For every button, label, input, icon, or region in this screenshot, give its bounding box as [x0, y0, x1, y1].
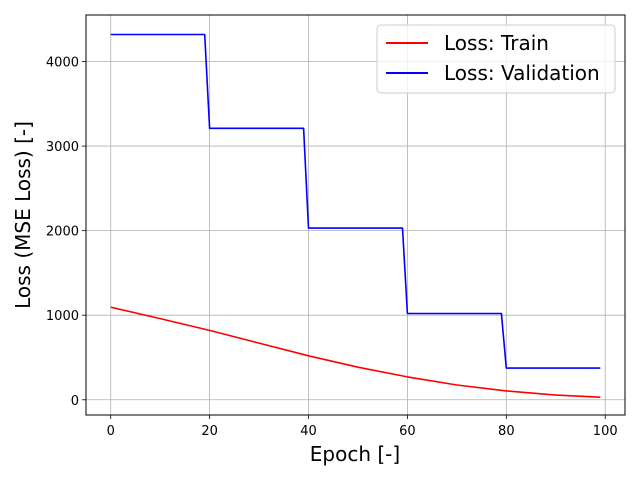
x-tick-label: 100: [593, 424, 618, 439]
plot-frame: [85, 14, 626, 416]
x-tick-label: 80: [498, 424, 515, 439]
legend: Loss: Train Loss: Validation: [376, 24, 616, 94]
y-tick-label: 0: [71, 394, 79, 409]
legend-box: [376, 24, 616, 94]
x-tick-label: 60: [399, 424, 416, 439]
legend-label-validation: Loss: Validation: [444, 61, 600, 85]
series-line-loss-validation: [110, 33, 601, 369]
x-tick-label: 0: [107, 424, 115, 439]
y-tick-label: 4000: [46, 56, 79, 71]
x-tick-label: 20: [201, 424, 218, 439]
legend-label-train: Loss: Train: [444, 31, 549, 55]
series-lines: [110, 33, 601, 398]
y-tick-label: 1000: [46, 309, 79, 324]
series-line-loss-train: [110, 306, 601, 398]
y-tick-label: 3000: [46, 140, 79, 155]
y-axis-label: Loss (MSE Loss) [-]: [11, 121, 35, 309]
x-axis-label: Epoch [-]: [310, 442, 400, 466]
y-tick-label: 2000: [46, 225, 79, 240]
x-tick-label: 40: [300, 424, 317, 439]
